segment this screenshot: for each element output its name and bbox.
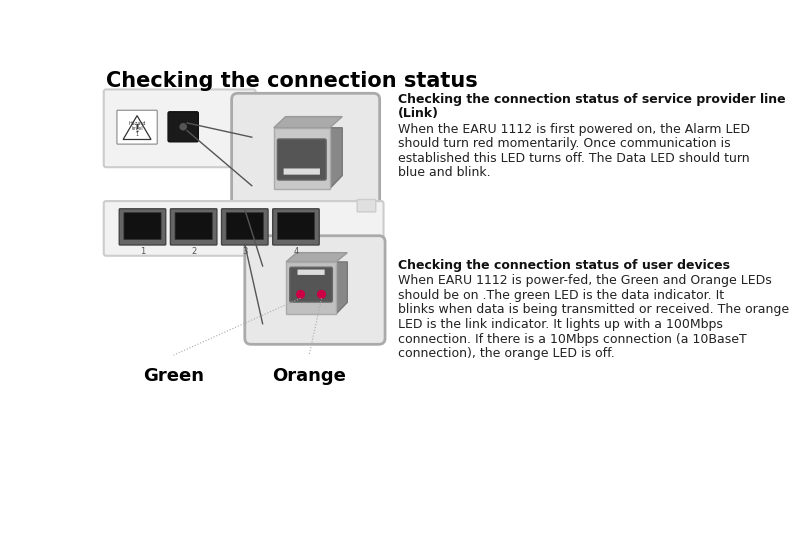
FancyBboxPatch shape (297, 269, 324, 275)
Text: Checking the connection status: Checking the connection status (106, 71, 478, 91)
Text: Checking the connection status of service provider line: Checking the connection status of servic… (398, 93, 786, 106)
Text: Checking the connection status of user devices: Checking the connection status of user d… (398, 259, 730, 272)
FancyBboxPatch shape (277, 139, 326, 180)
FancyBboxPatch shape (170, 209, 217, 245)
Polygon shape (123, 116, 151, 139)
FancyBboxPatch shape (104, 90, 256, 167)
Text: Hazard
level
1: Hazard level 1 (129, 120, 146, 137)
FancyBboxPatch shape (117, 110, 157, 144)
FancyBboxPatch shape (221, 209, 268, 245)
FancyBboxPatch shape (232, 93, 380, 213)
FancyBboxPatch shape (175, 213, 213, 240)
Text: 4: 4 (293, 247, 299, 256)
Text: connection), the orange LED is off.: connection), the orange LED is off. (398, 347, 615, 360)
Text: When EARU 1112 is power-fed, the Green and Orange LEDs: When EARU 1112 is power-fed, the Green a… (398, 274, 772, 287)
FancyBboxPatch shape (119, 209, 165, 245)
FancyBboxPatch shape (272, 209, 319, 245)
FancyBboxPatch shape (104, 201, 384, 256)
FancyBboxPatch shape (290, 267, 332, 302)
Polygon shape (330, 128, 342, 188)
FancyBboxPatch shape (357, 200, 376, 212)
Text: 1: 1 (140, 247, 145, 256)
Text: Green: Green (143, 367, 204, 384)
Text: connection. If there is a 10Mbps connection (a 10BaseT: connection. If there is a 10Mbps connect… (398, 333, 747, 346)
FancyBboxPatch shape (226, 213, 264, 240)
Polygon shape (336, 262, 348, 314)
Text: should be on .The green LED is the data indicator. It: should be on .The green LED is the data … (398, 289, 725, 302)
Text: !: ! (134, 124, 140, 134)
Circle shape (318, 291, 325, 298)
FancyBboxPatch shape (168, 112, 198, 142)
Polygon shape (286, 253, 348, 262)
Text: LED is the link indicator. It lights up with a 100Mbps: LED is the link indicator. It lights up … (398, 318, 723, 331)
FancyBboxPatch shape (284, 168, 320, 174)
Text: 3: 3 (242, 247, 248, 256)
Text: Orange: Orange (272, 367, 346, 384)
Text: blinks when data is being transmitted or received. The orange: blinks when data is being transmitted or… (398, 303, 789, 316)
Text: should turn red momentarily. Once communication is: should turn red momentarily. Once commun… (398, 137, 731, 150)
Text: (Link): (Link) (398, 107, 439, 120)
Polygon shape (274, 128, 330, 188)
Circle shape (180, 124, 186, 130)
FancyBboxPatch shape (277, 213, 315, 240)
Polygon shape (274, 117, 342, 128)
FancyBboxPatch shape (244, 236, 385, 345)
Circle shape (296, 291, 304, 298)
Text: 2: 2 (191, 247, 197, 256)
Polygon shape (286, 262, 336, 314)
Text: When the EARU 1112 is first powered on, the Alarm LED: When the EARU 1112 is first powered on, … (398, 123, 750, 136)
Text: established this LED turns off. The Data LED should turn: established this LED turns off. The Data… (398, 152, 750, 165)
Text: blue and blink.: blue and blink. (398, 166, 491, 179)
FancyBboxPatch shape (124, 213, 161, 240)
